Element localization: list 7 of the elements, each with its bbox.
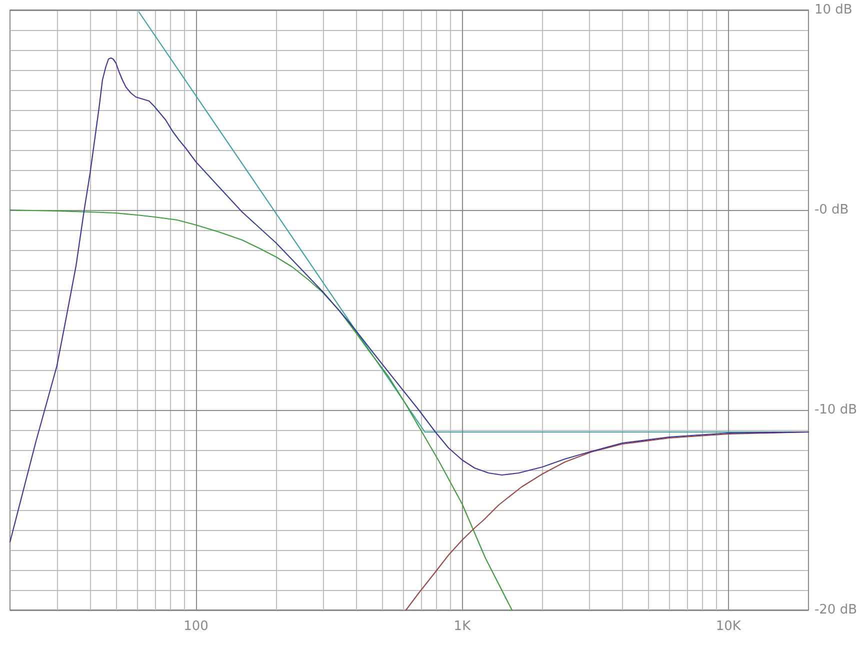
- x-tick-label: 10K: [716, 619, 742, 634]
- x-tick-label: 100: [184, 619, 208, 634]
- y-tick-label: -20 dB: [814, 602, 858, 618]
- y-tick-label: -0 dB: [814, 202, 849, 218]
- x-tick-label: 1K: [454, 619, 472, 634]
- y-tick-label: 10 dB: [814, 2, 852, 18]
- y-tick-label: -10 dB: [814, 402, 858, 418]
